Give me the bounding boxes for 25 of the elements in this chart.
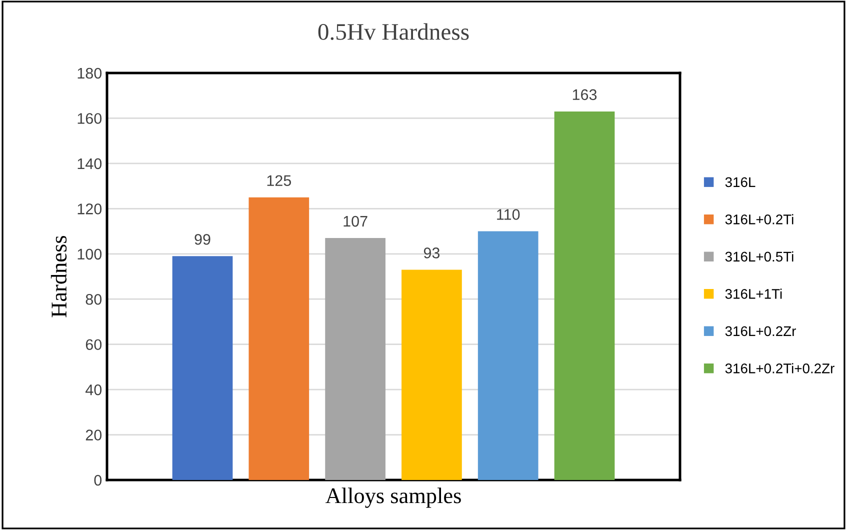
y-tick-label: 60 (86, 339, 102, 350)
legend-label: 316L+0.2Ti (725, 214, 794, 224)
y-axis-title: Hardness (50, 236, 67, 318)
x-axis-title: Alloys samples (326, 488, 461, 508)
legend-label: 316L (725, 177, 756, 188)
legend-label: 316L+0.5Ti (725, 251, 794, 262)
y-tick-label: 100 (78, 248, 102, 260)
chart-title: 0.5Hv Hardness (318, 23, 469, 40)
data-label: 99 (194, 234, 210, 245)
y-tick-label: 20 (86, 430, 102, 440)
data-label: 163 (572, 89, 597, 100)
legend-label: 316L+0.2Ti+0.2Zr (725, 363, 834, 374)
y-tick-label: 140 (78, 158, 102, 170)
y-tick-label: 120 (78, 204, 102, 214)
data-label: 107 (344, 216, 368, 227)
legend-label: 316L+1Ti (725, 288, 782, 299)
y-tick-label: 160 (78, 113, 102, 124)
data-label: 93 (424, 248, 440, 258)
y-tick-label: 180 (78, 68, 102, 79)
y-tick-label: 0 (94, 474, 102, 486)
y-tick-label: 40 (86, 384, 102, 396)
data-label: 110 (497, 209, 520, 220)
legend-label: 316L+0.2Zr (725, 326, 796, 336)
data-label: 125 (267, 175, 292, 186)
y-tick-label: 80 (86, 294, 102, 305)
